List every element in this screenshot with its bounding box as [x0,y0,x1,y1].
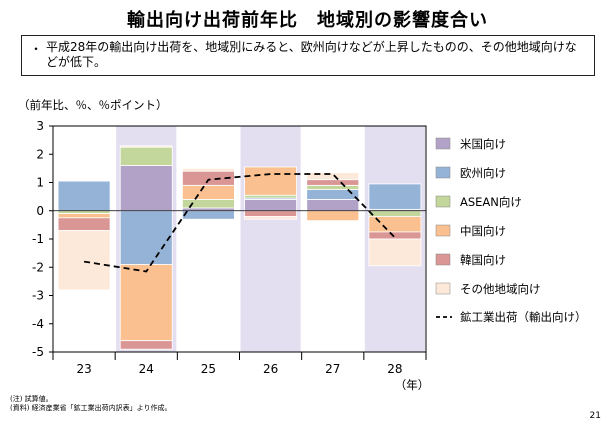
y-tick-label-8: -5 [32,345,44,359]
bar-segment-25-s5 [182,167,235,172]
y-tick-label-3: 0 [36,204,44,218]
legend-swatch-2 [435,195,451,208]
page-title: 輸出向け出荷前年比 地域別の影響度合い [127,10,488,31]
bar-segment-24-s0 [119,165,173,212]
bar-segment-28-s4 [368,231,422,240]
bar-segment-28-s1 [368,183,422,210]
bar-segment-27-s3 [306,210,360,222]
bar-segment-26-s5 [244,215,297,220]
bar-segment-27-s2 [306,184,360,190]
bar-segment-25-s3 [182,184,235,200]
bar-segment-23-s5 [57,230,111,291]
bar-segment-27-s1 [306,189,360,200]
x-tick-label-26: 26 [263,362,278,376]
y-tick-label-4: -1 [32,232,44,246]
bar-segment-24-s5 [119,145,173,148]
legend-swatch-4 [435,253,451,266]
bar-segment-23-s2 [57,210,111,214]
bar-segment-28-s2 [368,210,422,217]
legend-label-3: 中国向け [460,224,506,238]
x-tick-label-23: 23 [76,362,91,376]
legend-swatch-0 [435,137,451,150]
y-tick-label-6: -3 [32,289,44,303]
bar-segment-26-s2 [244,194,297,199]
y-tick-label-0: 3 [36,119,44,133]
summary-text: 平成28年の輸出向け出荷を、地域別にみると、欧州向けなどが上昇したものの、その他… [46,40,577,69]
legend-swatch-1 [435,166,451,179]
y-tick-label-5: -2 [32,260,44,274]
bar-segment-27-s5 [306,172,360,181]
shaded-band-26 [240,126,301,352]
bar-segment-27-s0 [306,199,360,212]
x-tick-label-27: 27 [325,362,340,376]
legend-label-line: 鉱工業出荷（輸出向け） [460,310,587,324]
x-tick-label-24: 24 [139,362,154,376]
legend-label-2: ASEAN向け [460,195,522,209]
bar-segment-26-s0 [244,199,297,212]
bar-segment-23-s4 [57,217,111,231]
bar-segment-23-s3 [57,213,111,219]
bar-segment-27-s4 [306,179,360,186]
bar-segment-25-s1 [182,210,235,220]
note-source: (資料) 経済産業省「鉱工業出荷内訳表」より作成。 [10,404,172,412]
x-tick-label-25: 25 [201,362,216,376]
bar-segment-26-s4 [244,210,297,217]
y-tick-label-2: 1 [36,176,44,190]
bar-segment-24-s4 [119,340,173,350]
legend-label-5: その他地域向け [460,282,541,296]
bar-segment-24-s3 [119,264,173,342]
bullet-mark: ・ [30,42,43,56]
y-tick-label-7: -4 [32,317,44,331]
x-axis-unit-label: （年） [395,378,430,392]
note-estimate: (注) 試算値。 [10,395,53,403]
bar-segment-23-s1 [57,180,111,212]
page-number: 21 [589,411,601,421]
bar-segment-24-s1 [119,210,173,265]
x-tick-label-28: 28 [387,362,402,376]
legend-label-0: 米国向け [460,137,506,151]
bar-segment-28-s5 [368,238,422,267]
summary-box: ・ 平成28年の輸出向け出荷を、地域別にみると、欧州向けなどが上昇したものの、そ… [21,35,595,76]
legend-swatch-3 [435,224,451,237]
line-series-total [83,173,396,273]
legend-label-4: 韓国向け [460,253,506,267]
legend-swatch-5 [435,282,451,295]
bar-segment-24-s2 [119,146,173,166]
bar-segment-26-s3 [244,166,297,196]
y-axis-unit-label: （前年比、％、％ポイント） [18,98,168,112]
legend-label-1: 欧州向け [460,166,506,180]
bar-segment-25-s0 [182,207,235,212]
y-tick-label-1: 2 [36,147,44,161]
